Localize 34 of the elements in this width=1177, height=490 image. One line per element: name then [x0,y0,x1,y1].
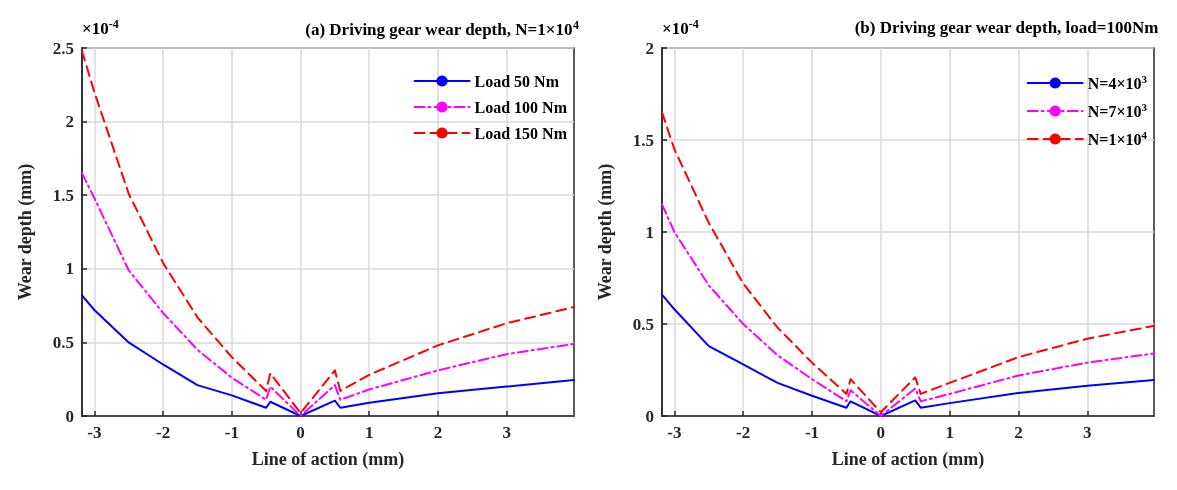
x-tick-label: 1 [364,423,374,442]
x-tick-label: 1 [945,423,954,442]
y-tick-label: 0.5 [52,332,74,352]
x-axis-title: Line of action (mm) [831,449,985,470]
x-tick-label: 2 [433,423,443,442]
y-tick-label: 2 [645,38,654,58]
y-tick-label: 1.5 [52,185,74,205]
y-axis-title: Wear depth (mm) [595,163,616,301]
x-tick-label: 0 [876,423,886,442]
y-tick-label: 2.5 [52,38,74,58]
x-tick-label: -1 [224,423,239,442]
y-tick-label: 1.5 [632,130,654,150]
x-tick-label: 0 [296,423,305,442]
legend-label: Load 50 Nm [474,72,560,90]
y-tick-label: 0 [645,406,654,426]
y-tick-label: 0.5 [632,314,654,334]
legend-label: Load 150 Nm [474,124,568,142]
chart-title: (b) Driving gear wear depth, load=100Nm [854,18,1159,37]
x-tick-label: -2 [736,423,751,442]
x-tick-label: -3 [87,423,102,442]
x-tick-label: 2 [1014,423,1023,442]
x-tick-label: -2 [156,423,171,442]
y-tick-label: 1 [645,222,654,242]
x-tick-label: 3 [1083,423,1092,442]
y-axis-title: Wear depth (mm) [15,163,36,301]
y-tick-label: 1 [65,259,74,279]
x-tick-label: -1 [804,423,820,442]
x-tick-label: 3 [502,423,511,442]
line-series [81,49,575,415]
y-tick-label: 0 [65,406,74,426]
x-axis-title: Line of action (mm) [251,449,405,470]
x-tick-label: -3 [667,423,682,442]
legend-label: Load 100 Nm [474,98,568,116]
y-tick-label: 2 [65,112,74,132]
